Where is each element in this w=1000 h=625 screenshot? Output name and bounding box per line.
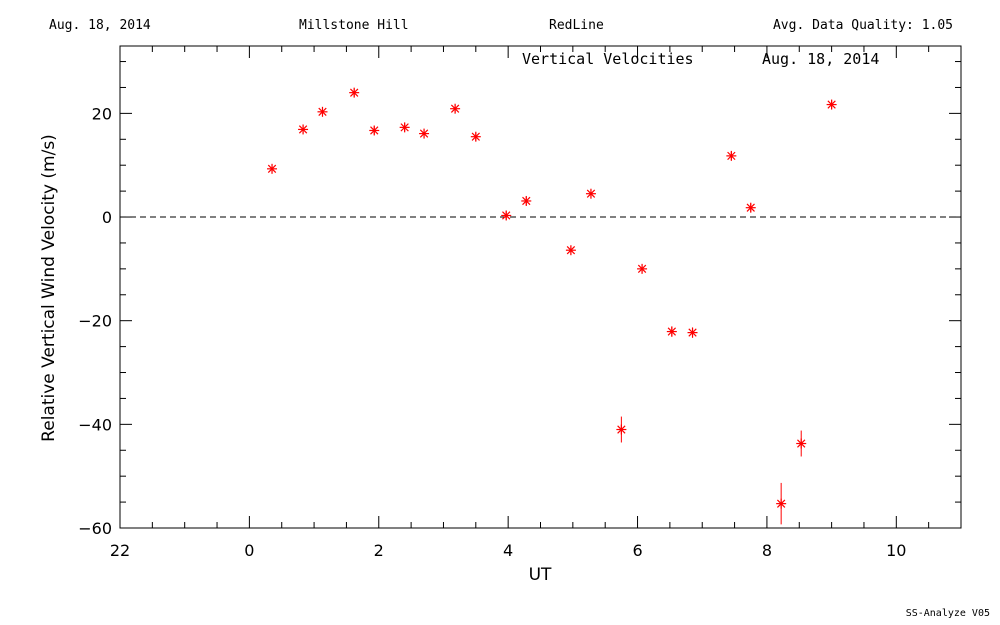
data-point	[796, 430, 807, 457]
x-tick-label: 22	[110, 541, 130, 560]
x-tick-label: 0	[244, 541, 254, 560]
y-tick-label: −20	[78, 312, 112, 331]
x-tick-label: 2	[374, 541, 384, 560]
y-tick-label: 20	[92, 104, 112, 123]
data-point	[565, 245, 576, 256]
data-point	[267, 163, 278, 174]
x-tick-label: 4	[503, 541, 513, 560]
data-point	[745, 202, 756, 213]
y-axis-label: Relative Vertical Wind Velocity (m/s)	[39, 134, 59, 442]
data-point	[470, 131, 481, 142]
data-point	[399, 122, 410, 133]
y-tick-label: −40	[78, 415, 112, 434]
chart-title-date: Aug. 18, 2014	[762, 50, 879, 68]
header-date: Aug. 18, 2014	[49, 18, 151, 33]
data-point	[826, 99, 837, 110]
tick-labels: 22 0 2 4 6 8 10 −60 −40 −20 0 20	[78, 104, 906, 560]
data-point	[637, 263, 648, 274]
data-point	[585, 188, 596, 199]
x-tick-label: 10	[886, 541, 906, 560]
x-tick-label: 6	[632, 541, 642, 560]
header-quality: Avg. Data Quality: 1.05	[772, 18, 953, 33]
plot-frame	[119, 45, 962, 529]
data-point	[419, 128, 430, 139]
y-tick-label: 0	[102, 208, 112, 227]
data-point	[726, 150, 737, 161]
data-points	[267, 87, 837, 525]
data-point	[298, 124, 309, 135]
data-point	[666, 326, 677, 337]
data-point	[616, 416, 627, 443]
data-point	[450, 103, 461, 114]
header-site: Millstone Hill	[299, 18, 409, 33]
x-tick-label: 8	[762, 541, 772, 560]
data-point	[369, 125, 380, 136]
chart-title: Vertical Velocities	[522, 50, 694, 68]
x-axis-label: UT	[529, 565, 552, 585]
data-point	[501, 210, 512, 221]
data-point	[776, 482, 787, 525]
y-tick-label: −60	[78, 519, 112, 538]
header-instrument: RedLine	[549, 18, 604, 33]
data-point	[349, 87, 360, 98]
data-point	[317, 106, 328, 117]
axis-ticks	[119, 46, 962, 529]
data-point	[687, 327, 698, 338]
footer-version: SS-Analyze V05	[905, 608, 990, 619]
data-point	[521, 195, 532, 206]
